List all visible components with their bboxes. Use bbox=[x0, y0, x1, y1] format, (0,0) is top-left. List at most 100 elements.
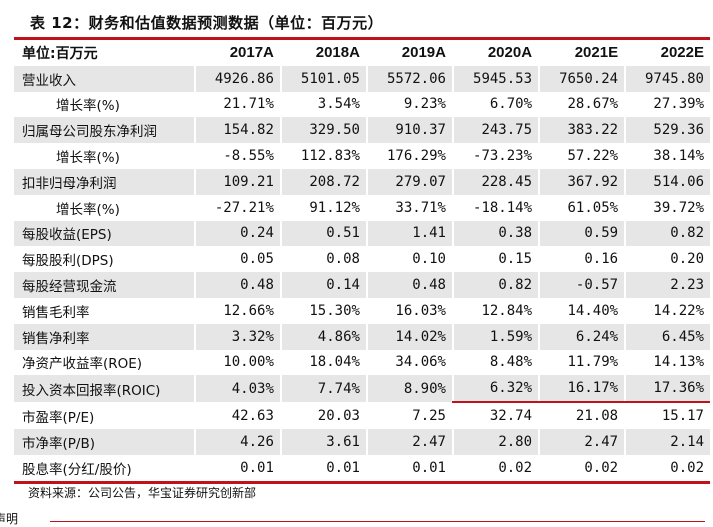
row-label: 归属母公司股东净利润 bbox=[14, 117, 195, 144]
cell-value: 7.25 bbox=[365, 402, 453, 429]
table-title: 表 12：财务和估值数据预测数据（单位：百万元） bbox=[30, 14, 384, 32]
cell-value: 4.86% bbox=[279, 323, 367, 350]
table-row: 销售毛利率 12.66% 15.30% 16.03% 12.84% 14.40% 14.22… bbox=[14, 297, 710, 324]
cell-value: 6.45% bbox=[624, 323, 710, 350]
cell-value: 27.39% bbox=[624, 91, 710, 118]
cell-value: 176.29% bbox=[365, 143, 453, 169]
cell-value: 0.15 bbox=[451, 246, 540, 273]
table-row: 投入资本回报率(ROIC) 4.03% 7.74% 8.90% 6.32% 16.17% 1… bbox=[14, 375, 710, 404]
row-label: 投入资本回报率(ROIC) bbox=[14, 375, 195, 403]
cell-value: 57.22% bbox=[538, 143, 626, 169]
table-row: 扣非归母净利润 109.21 208.72 279.07 228.45 367.92 514… bbox=[14, 168, 710, 195]
cell-value: 14.02% bbox=[365, 323, 453, 350]
cell-value: 1.41 bbox=[365, 220, 453, 247]
cell-value: 16.17% bbox=[538, 375, 626, 404]
cell-value: 5101.05 bbox=[279, 65, 367, 92]
cell-value: 0.05 bbox=[193, 246, 281, 273]
cell-value: 154.82 bbox=[193, 117, 281, 144]
cell-value: 0.20 bbox=[624, 246, 710, 273]
row-label: 市盈率(P/E) bbox=[22, 409, 95, 426]
row-label: 增长率(%) bbox=[56, 150, 120, 167]
cell-value: 8.90% bbox=[365, 375, 453, 403]
cell-value: 0.01 bbox=[193, 454, 281, 483]
footer-label: 声明 bbox=[0, 512, 19, 526]
cell-value: 11.79% bbox=[538, 349, 626, 376]
financial-table: 单位:百万元 2017A 2018A 2019A 2020A 2021E 2022E 营业收… bbox=[14, 37, 710, 484]
cell-value: 514.06 bbox=[624, 168, 710, 195]
table-row: 增长率(%) -8.55% 112.83% 176.29% -73.23% 57.22% 3… bbox=[14, 143, 710, 169]
row-label: 每股经营现金流 bbox=[14, 272, 195, 298]
cell-value: 2.47 bbox=[538, 428, 626, 455]
row-label: 扣非归母净利润 bbox=[14, 168, 195, 195]
table-row: 每股股利(DPS) 0.05 0.08 0.10 0.15 0.16 0.20 bbox=[14, 246, 710, 273]
column-header: 单位:百万元 bbox=[22, 45, 98, 62]
row-label: 增长率(%) bbox=[56, 98, 120, 115]
cell-value: 9.23% bbox=[365, 91, 453, 118]
table-row: 市盈率(P/E) 42.63 20.03 7.25 32.74 21.08 15.17 bbox=[14, 402, 710, 429]
table-row: 每股收益(EPS) 0.24 0.51 1.41 0.38 0.59 0.82 bbox=[14, 220, 710, 247]
cell-value: -27.21% bbox=[193, 194, 281, 221]
header-row: 单位:百万元 2017A 2018A 2019A 2020A 2021E 2022E bbox=[14, 38, 710, 66]
cell-value: 0.38 bbox=[451, 220, 540, 247]
cell-value: 7650.24 bbox=[538, 65, 626, 92]
cell-value: 12.84% bbox=[451, 297, 540, 324]
cell-value: 0.48 bbox=[193, 272, 281, 298]
cell-value: 39.72% bbox=[624, 194, 710, 221]
table-row: 销售净利率 3.32% 4.86% 14.02% 1.59% 6.24% 6.45% bbox=[14, 323, 710, 350]
cell-value: 18.04% bbox=[279, 349, 367, 376]
footer-divider bbox=[50, 521, 705, 522]
row-label: 每股收益(EPS) bbox=[14, 220, 195, 247]
column-header: 2022E bbox=[624, 38, 710, 66]
cell-value: 4926.86 bbox=[193, 65, 281, 92]
cell-value: 5945.53 bbox=[451, 65, 540, 92]
cell-value: 0.02 bbox=[451, 454, 540, 483]
row-label: 销售净利率 bbox=[14, 323, 195, 350]
source-note: 资料来源：公司公告，华宝证券研究创新部 bbox=[28, 486, 257, 500]
cell-value: 0.01 bbox=[279, 454, 367, 483]
table-row: 每股经营现金流 0.48 0.14 0.48 0.82 -0.57 2.23 bbox=[14, 272, 710, 298]
table-row: 净资产收益率(ROE) 10.00% 18.04% 34.06% 8.48% 11.79%… bbox=[14, 349, 710, 376]
cell-value: 9745.80 bbox=[624, 65, 710, 92]
row-label: 市净率(P/B) bbox=[14, 428, 195, 455]
cell-value: 32.74 bbox=[451, 402, 540, 429]
cell-value: 383.22 bbox=[538, 117, 626, 144]
cell-value: 14.13% bbox=[624, 349, 710, 376]
cell-value: 21.71% bbox=[193, 91, 281, 118]
row-label: 每股股利(DPS) bbox=[22, 253, 114, 270]
cell-value: 0.82 bbox=[451, 272, 540, 298]
cell-value: -18.14% bbox=[451, 194, 540, 221]
row-label: 营业收入 bbox=[14, 65, 195, 92]
cell-value: 2.47 bbox=[365, 428, 453, 455]
row-label: 股息率(分红/股价) bbox=[22, 461, 132, 478]
cell-value: 3.61 bbox=[279, 428, 367, 455]
column-header: 2018A bbox=[279, 38, 367, 66]
table-row: 归属母公司股东净利润 154.82 329.50 910.37 243.75 383.22… bbox=[14, 117, 710, 144]
table-row: 增长率(%) -27.21% 91.12% 33.71% -18.14% 61.05% 39… bbox=[14, 194, 710, 221]
cell-value: 34.06% bbox=[365, 349, 453, 376]
row-label: 净资产收益率(ROE) bbox=[22, 356, 143, 373]
cell-value: 2.23 bbox=[624, 272, 710, 298]
cell-value: 329.50 bbox=[279, 117, 367, 144]
cell-value: 7.74% bbox=[279, 375, 367, 403]
column-header: 2017A bbox=[193, 38, 281, 66]
cell-value: 208.72 bbox=[279, 168, 367, 195]
table-row: 营业收入 4926.86 5101.05 5572.06 5945.53 7650.24 9… bbox=[14, 65, 710, 92]
cell-value: 228.45 bbox=[451, 168, 540, 195]
cell-value: 3.54% bbox=[279, 91, 367, 118]
cell-value: 279.07 bbox=[365, 168, 453, 195]
cell-value: 529.36 bbox=[624, 117, 710, 144]
cell-value: 0.24 bbox=[193, 220, 281, 247]
cell-value: 0.08 bbox=[279, 246, 367, 273]
cell-value: 42.63 bbox=[193, 402, 281, 429]
cell-value: 2.14 bbox=[624, 428, 710, 455]
table-row: 市净率(P/B) 4.26 3.61 2.47 2.80 2.47 2.14 bbox=[14, 428, 710, 455]
cell-value: 14.40% bbox=[538, 297, 626, 324]
cell-value: 0.02 bbox=[538, 454, 626, 483]
row-label: 销售毛利率 bbox=[22, 304, 90, 321]
cell-value: 38.14% bbox=[624, 143, 710, 169]
cell-value: 20.03 bbox=[279, 402, 367, 429]
cell-value: 0.02 bbox=[624, 454, 710, 483]
cell-value: 14.22% bbox=[624, 297, 710, 324]
cell-value: 0.59 bbox=[538, 220, 626, 247]
cell-value: 4.26 bbox=[193, 428, 281, 455]
